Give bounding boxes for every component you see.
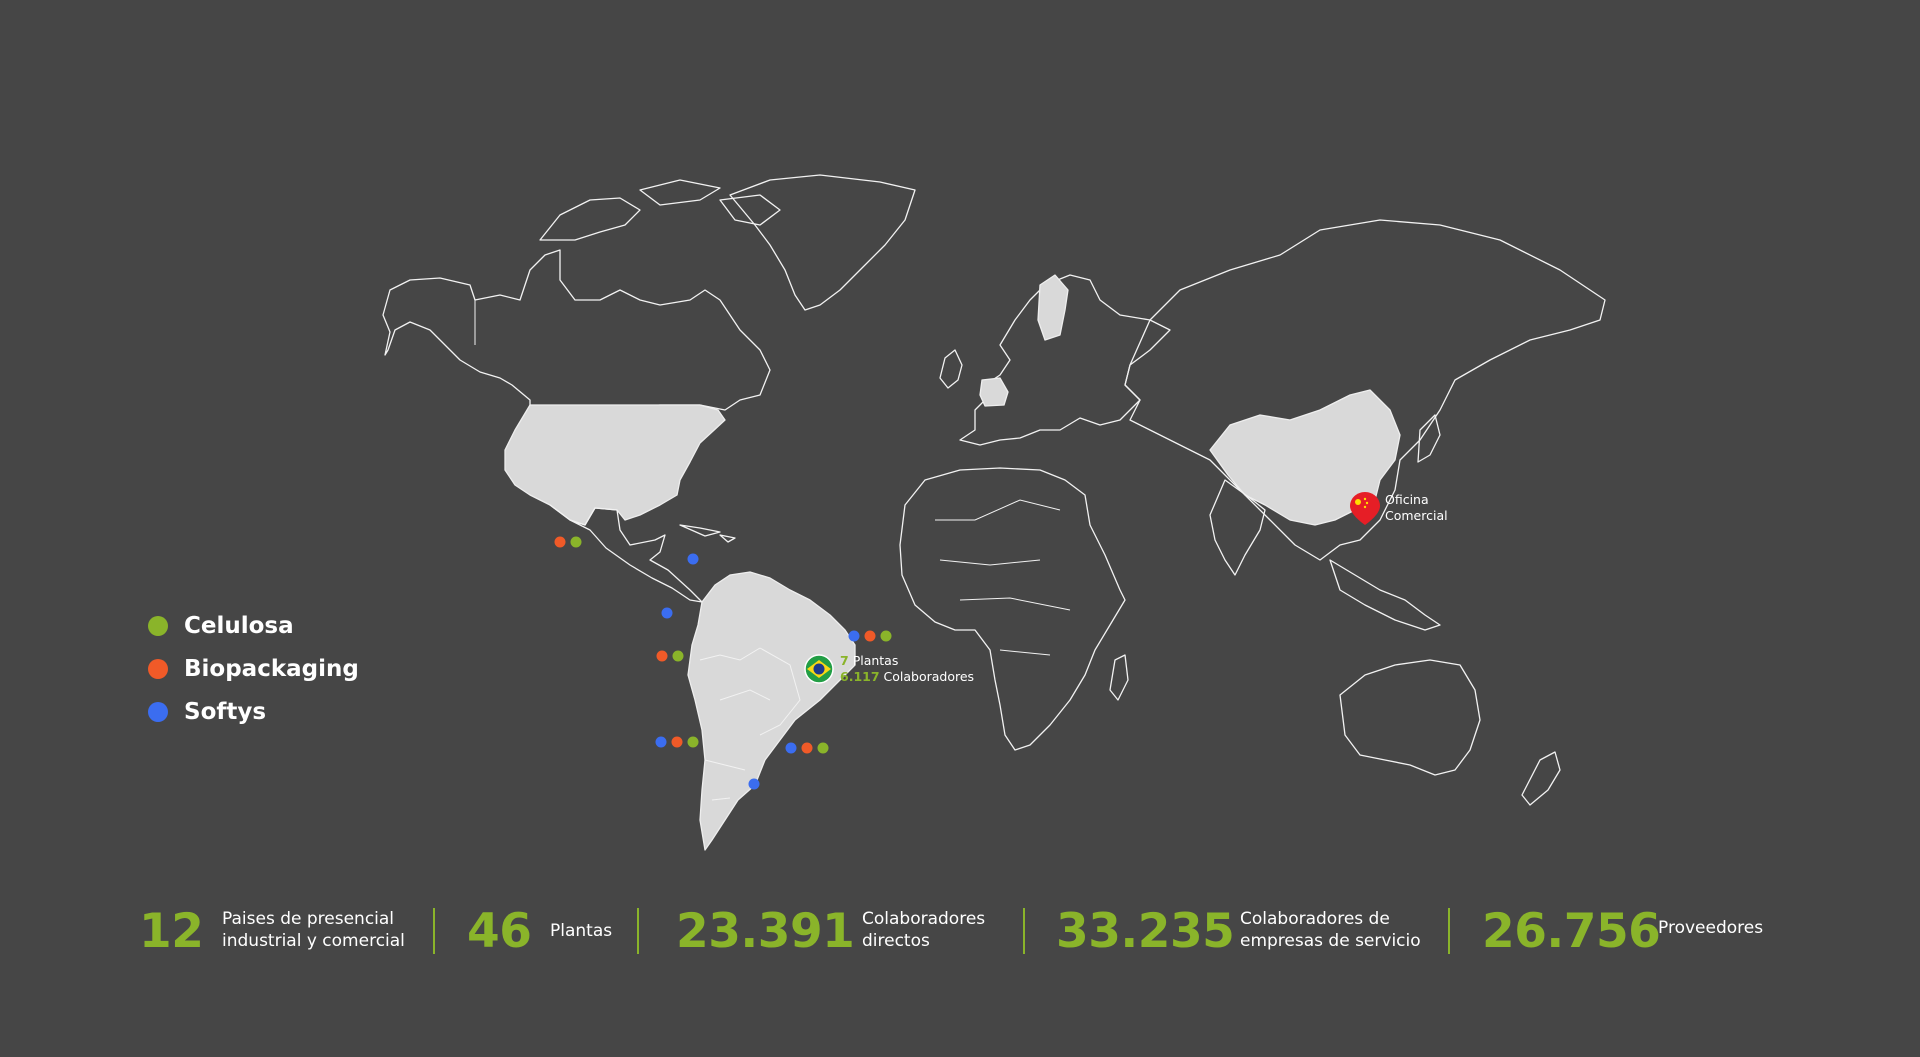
china-pin-label: Oficina Comercial [1385,492,1448,524]
china-flag-pin-icon [1350,492,1380,525]
stat-service-employees-label-line1: Colaboradores de [1240,909,1390,929]
europe-outline [959,274,1171,446]
stat-direct-employees-value: 23.391 [676,904,855,959]
stat-separator-4 [1448,908,1450,954]
caribbean-outline [679,524,736,543]
africa-outline [899,467,1126,751]
dot-group-central-america [687,553,699,565]
asia-outline [1124,219,1606,561]
south-america-shape [687,571,856,851]
stat-plants-label: Plantas [550,921,613,941]
stat-service-employees-value: 33.235 [1056,904,1235,959]
stat-countries-label-line2: industrial y comercial [222,931,405,951]
brazil-employees-label: Colaboradores [883,669,975,684]
legend-item-celulosa: Celulosa [148,604,359,647]
stat-suppliers-label: Proveedores [1658,918,1764,938]
mexico-central-america-outline [549,504,703,603]
brazil-employees-number: 6.117 [840,669,880,684]
legend-label-celulosa: Celulosa [184,612,294,639]
legend-dot-softys [148,701,168,722]
brazil-plants-number: 7 [840,653,849,668]
legend-label-biopackaging: Biopackaging [184,655,359,682]
stat-separator-2 [637,908,639,954]
uk-outline [939,349,963,389]
legend-item-biopackaging: Biopackaging [148,647,359,690]
brazil-pin-label: 7 Plantas 6.117 Colaboradores [840,653,974,685]
stat-separator-3 [1023,908,1025,954]
usa-shape [504,404,726,526]
stat-service-employees-label-line2: empresas de servicio [1240,931,1421,951]
china-label-line2: Comercial [1385,508,1448,523]
stat-plants-value: 46 [467,904,532,959]
india-outline [1209,479,1266,576]
finland-shape [1037,274,1069,341]
dot-group-mexico [554,536,582,548]
legend-dot-celulosa [148,615,168,636]
dot-group-peru [656,650,684,662]
madagascar-outline [1109,654,1129,701]
dot-group-brazil-south [785,742,829,754]
dot-group-chile [655,736,699,748]
dot-group-brazil-northeast [848,630,892,642]
brazil-flag-icon [804,654,834,684]
greenland-outline [729,174,916,311]
dot-group-colombia [661,607,673,619]
stat-direct-employees-label-line2: directos [862,931,930,951]
canada-arctic-islands [539,179,781,241]
stat-direct-employees-label-line1: Colaboradores [862,909,986,929]
stat-countries-value: 12 [139,904,204,959]
germany-shape [979,377,1009,407]
brazil-plants-label: Plantas [852,653,899,668]
australia-outline [1339,659,1481,776]
southeast-asia-outline [1329,559,1441,631]
legend: Celulosa Biopackaging Softys [148,604,359,733]
stat-countries-label-line1: Paises de presencial [222,909,395,929]
legend-label-softys: Softys [184,698,267,725]
dot-group-argentina [748,778,760,790]
new-zealand-outline [1521,751,1561,806]
china-label-line1: Oficina [1385,492,1429,507]
legend-dot-biopackaging [148,658,168,679]
legend-item-softys: Softys [148,690,359,733]
china-shape [1209,389,1401,526]
stat-suppliers-value: 26.756 [1482,904,1661,959]
japan-outline [1417,414,1441,463]
stat-separator-1 [433,908,435,954]
canada-alaska-outline [382,249,771,411]
